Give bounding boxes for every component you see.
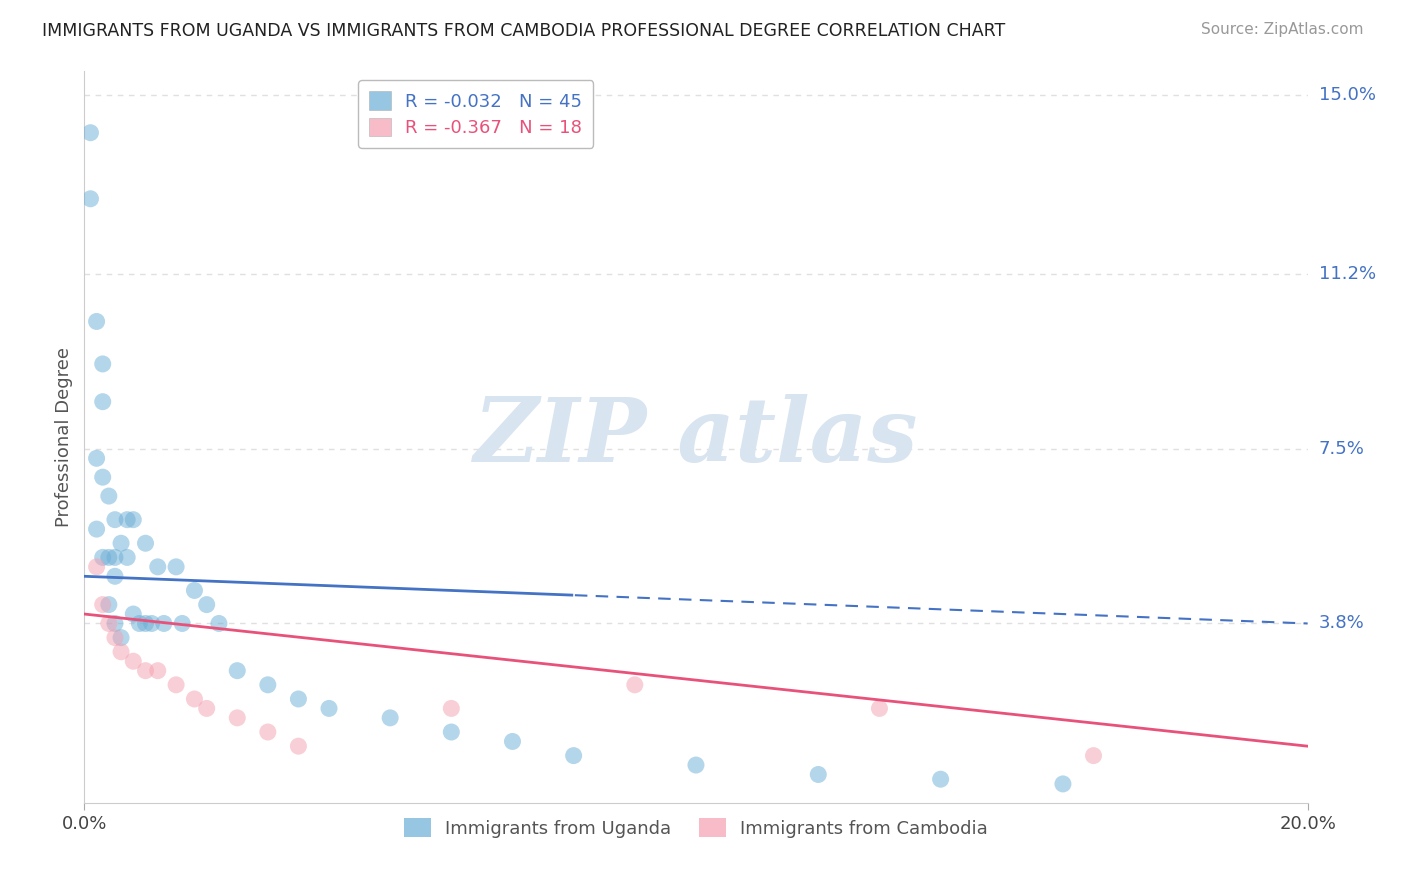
Text: 3.8%: 3.8% xyxy=(1319,615,1364,632)
Y-axis label: Professional Degree: Professional Degree xyxy=(55,347,73,527)
Point xyxy=(91,470,114,484)
Point xyxy=(287,692,309,706)
Legend: Immigrants from Uganda, Immigrants from Cambodia: Immigrants from Uganda, Immigrants from … xyxy=(396,811,995,845)
Point xyxy=(86,522,108,536)
Point xyxy=(86,451,108,466)
Point xyxy=(104,513,127,527)
Point xyxy=(91,598,114,612)
Text: IMMIGRANTS FROM UGANDA VS IMMIGRANTS FROM CAMBODIA PROFESSIONAL DEGREE CORRELATI: IMMIGRANTS FROM UGANDA VS IMMIGRANTS FRO… xyxy=(42,22,1005,40)
Point xyxy=(86,314,108,328)
Point xyxy=(110,536,132,550)
Point xyxy=(172,616,194,631)
Point xyxy=(226,711,249,725)
Point xyxy=(97,550,120,565)
Point xyxy=(183,692,205,706)
Point xyxy=(257,678,280,692)
Point xyxy=(122,654,145,668)
Point xyxy=(440,725,463,739)
Point xyxy=(929,772,952,787)
Point xyxy=(128,616,150,631)
Text: ZIP atlas: ZIP atlas xyxy=(474,394,918,480)
Point xyxy=(79,192,101,206)
Text: Source: ZipAtlas.com: Source: ZipAtlas.com xyxy=(1201,22,1364,37)
Point xyxy=(146,664,169,678)
Point xyxy=(1052,777,1074,791)
Point xyxy=(318,701,340,715)
Point xyxy=(115,513,138,527)
Point xyxy=(122,607,145,621)
Point xyxy=(104,550,127,565)
Point xyxy=(110,645,132,659)
Point xyxy=(165,678,187,692)
Point xyxy=(146,559,169,574)
Text: 7.5%: 7.5% xyxy=(1319,440,1365,458)
Point xyxy=(135,536,157,550)
Point xyxy=(257,725,280,739)
Point xyxy=(287,739,309,754)
Point xyxy=(79,126,101,140)
Point xyxy=(122,513,145,527)
Point xyxy=(135,664,157,678)
Point xyxy=(869,701,891,715)
Text: 11.2%: 11.2% xyxy=(1319,265,1376,284)
Point xyxy=(165,559,187,574)
Point xyxy=(208,616,231,631)
Point xyxy=(807,767,830,781)
Point xyxy=(195,701,218,715)
Point xyxy=(97,598,120,612)
Point xyxy=(115,550,138,565)
Point xyxy=(226,664,249,678)
Point xyxy=(380,711,402,725)
Point xyxy=(91,357,114,371)
Point xyxy=(685,758,707,772)
Point xyxy=(562,748,585,763)
Point xyxy=(86,559,108,574)
Point xyxy=(502,734,524,748)
Text: 15.0%: 15.0% xyxy=(1319,86,1375,104)
Point xyxy=(91,394,114,409)
Point xyxy=(141,616,163,631)
Point xyxy=(110,631,132,645)
Point xyxy=(104,631,127,645)
Point xyxy=(97,489,120,503)
Point xyxy=(195,598,218,612)
Point xyxy=(91,550,114,565)
Point xyxy=(440,701,463,715)
Point xyxy=(104,616,127,631)
Point xyxy=(135,616,157,631)
Point xyxy=(97,616,120,631)
Point xyxy=(104,569,127,583)
Point xyxy=(624,678,647,692)
Point xyxy=(183,583,205,598)
Point xyxy=(153,616,176,631)
Point xyxy=(1083,748,1105,763)
